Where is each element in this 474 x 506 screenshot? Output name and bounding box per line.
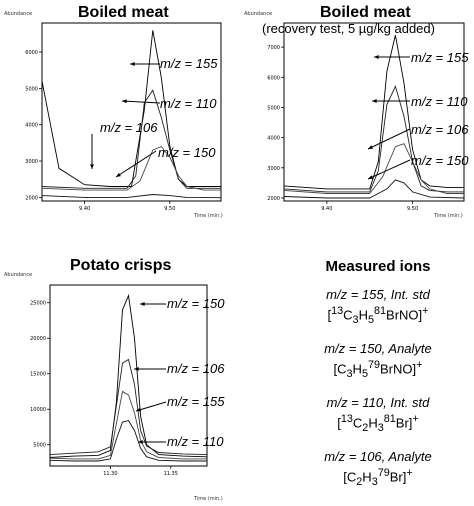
legend-entry-4-line1: m/z = 106, Analyte [324,448,432,464]
y-tick-label-1: 5000 [25,86,38,92]
panel1-arrow-4-head [116,172,121,177]
legend-entry-2-line2: [C3H579BrNO]+ [333,358,423,380]
x-tick-label-0: 11.30 [103,471,117,477]
series-line-m-z-110 [41,89,221,189]
panel1-arrow-2 [121,100,161,104]
panel1-plot: 6000 5000 4000 3000 2000 9.40 9.50 [25,22,222,212]
panel2-ion-label-4: m/z = 150 [411,153,469,168]
series-line-m-z-150 [283,179,465,199]
panel3-arrow-3-head [136,407,141,412]
y-tick-label-3: 3000 [25,159,38,165]
y-tick-label-4: 3000 [267,166,280,172]
panel2-arrow-4 [367,159,411,180]
panel3-xlabel: Time (min.) [194,496,223,502]
panel2-ion-label-3: m/z = 106 [411,122,469,137]
panel1-ion-label-3: m/z = 106 [100,120,158,135]
y-tick-label-1: 6000 [267,75,280,81]
legend-entry-2-line1: m/z = 150, Analyte [324,340,432,356]
legend-entry-1-line1: m/z = 155, Int. std [326,287,430,302]
panel3-arrow-4-head [138,440,143,444]
legend-entry-1-line2: [13C3H581BrNO]+ [327,305,429,326]
panel1-title: Boiled meat [78,4,169,21]
panel3-ion-label-1: m/z = 150 [167,296,225,311]
panel1-arrow-2-head [122,99,127,104]
x-tick-label-1: 11.35 [164,471,178,477]
y-tick-label-2: 5000 [267,105,280,111]
panel3-ylabel: Abundance [4,272,33,278]
series-line-m-z-150 [41,194,222,199]
panel1-ylabel: Abundance [4,11,33,17]
legend-title: Measured ions [325,258,431,275]
panel2-arrow-4-head [368,175,373,179]
y-tick-label-3: 4000 [267,136,280,142]
legend-entry-4: m/z = 106, Analyte [C2H379Br]+ [288,449,468,490]
legend-entry-3-line2: [13C2H381Br]+ [337,412,419,434]
plot-frame [283,22,465,202]
x-tick-label-0: 9.40 [321,206,332,212]
x-tick-label-1: 9.50 [164,206,175,212]
panel2-plot: 7000 6000 5000 4000 3000 2000 9.40 9.50 [267,22,465,212]
panel2-arrow-1-head [374,55,379,59]
panel3-ion-label-2: m/z = 106 [167,361,225,376]
panel3-plot: 25000 20000 15000 10000 5000 11.30 11.35 [30,284,208,477]
panel2-subtitle: (recovery test, 5 µg/kg added) [262,21,435,36]
series-line-m-z-155 [283,34,464,190]
panel2-xlabel: Time (min.) [434,213,463,219]
series-line-m-z-155 [49,390,207,460]
y-tick-label-4: 2000 [25,195,38,201]
panel2-arrow-2-head [372,99,377,103]
y-tick-label-2: 4000 [25,123,38,129]
panel1-ion-label-1: m/z = 155 [160,56,218,71]
y-tick-label-3: 10000 [30,407,46,413]
panel2-ion-label-1: m/z = 155 [411,50,469,65]
panel3-arrow-1-head [140,302,145,306]
panel1-arrow-1-head [130,62,135,66]
panel1-ion-label-2: m/z = 110 [160,96,217,111]
series-line-m-z-106 [41,145,221,191]
panel1-arrow-4 [115,150,157,178]
panel1-xlabel: Time (min.) [194,213,223,219]
series-line-m-z-110 [49,420,207,462]
panel3-ion-label-4: m/z = 110 [167,434,224,449]
panel1-ion-label-4: m/z = 150 [158,145,216,160]
y-tick-label-4: 5000 [33,443,46,449]
panel3-ion-label-3: m/z = 155 [167,394,225,409]
panel3-title: Potato crisps [70,257,172,274]
panel2-arrow-3 [367,128,411,150]
legend-entry-2: m/z = 150, Analyte [C3H579BrNO]+ [288,341,468,382]
series-line-m-z-150 [49,293,208,458]
legend-entry-3-line1: m/z = 110, Int. std [326,394,430,410]
panel2-ylabel: Abundance [244,11,273,17]
plot-frame [41,22,222,202]
y-tick-label-0: 6000 [25,50,38,56]
panel2-ion-label-2: m/z = 110 [411,94,468,109]
y-tick-label-1: 20000 [30,336,46,342]
y-tick-label-0: 7000 [267,45,280,51]
measured-ions-legend: Measured ions m/z = 155, Int. std [13C3H… [288,258,468,503]
series-line-m-z-106 [283,143,464,194]
y-tick-label-0: 25000 [30,301,46,307]
panel3-arrow-3 [135,401,167,412]
legend-entry-3: m/z = 110, Int. std [13C2H381Br]+ [288,395,468,436]
plot-frame [49,284,208,467]
panel2-arrow-3-head [368,145,373,149]
y-tick-label-2: 15000 [30,372,46,378]
legend-entry-4-line2: [C2H379Br]+ [343,466,413,488]
x-tick-label-1: 9.50 [407,206,418,212]
y-tick-label-5: 2000 [267,196,280,202]
series-line-m-z-106 [49,358,208,456]
x-tick-label-0: 9.40 [79,206,90,212]
panel1-arrow-3-head [90,164,94,169]
legend-entry-1: m/z = 155, Int. std [13C3H581BrNO]+ [288,287,468,328]
panel2-title: Boiled meat [320,4,411,21]
panel3-arrow-2-head [134,367,139,371]
